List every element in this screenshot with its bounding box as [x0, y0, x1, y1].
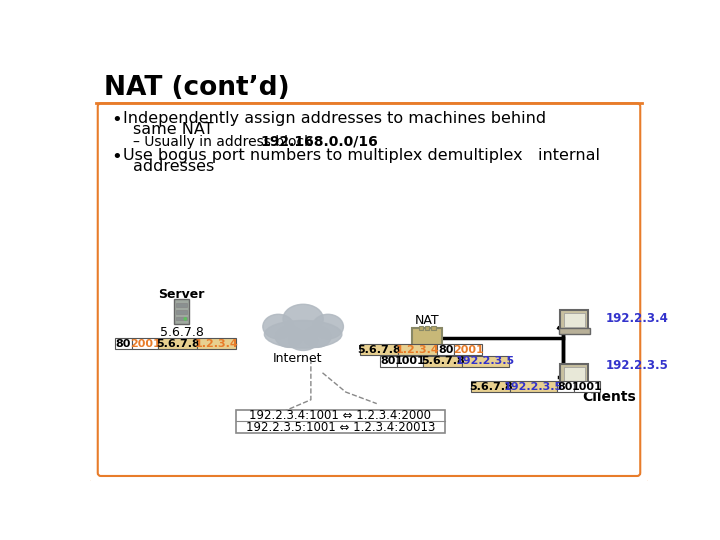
- Circle shape: [184, 318, 186, 320]
- FancyBboxPatch shape: [574, 381, 600, 392]
- Text: 80: 80: [557, 382, 573, 392]
- FancyBboxPatch shape: [431, 326, 436, 330]
- FancyBboxPatch shape: [423, 356, 462, 367]
- FancyBboxPatch shape: [559, 382, 590, 387]
- Text: 1.2.3.4: 1.2.3.4: [194, 339, 238, 348]
- FancyBboxPatch shape: [380, 356, 397, 367]
- FancyBboxPatch shape: [197, 338, 235, 349]
- FancyBboxPatch shape: [418, 326, 423, 330]
- Text: 192.2.3.4:1001 ⇔ 1.2.3.4:2000: 192.2.3.4:1001 ⇔ 1.2.3.4:2000: [249, 409, 431, 422]
- Text: – Usually in address block: – Usually in address block: [132, 135, 316, 149]
- Text: 2001: 2001: [453, 345, 484, 355]
- Text: 5.6.7.8: 5.6.7.8: [469, 382, 513, 392]
- Text: •: •: [112, 111, 122, 129]
- Text: 192.2.3.5: 192.2.3.5: [504, 382, 563, 392]
- FancyBboxPatch shape: [114, 338, 132, 349]
- FancyBboxPatch shape: [176, 309, 187, 314]
- Text: 192.2.3.5:1001 ⇔ 1.2.3.4:20013: 192.2.3.5:1001 ⇔ 1.2.3.4:20013: [246, 421, 435, 434]
- FancyBboxPatch shape: [360, 345, 398, 355]
- Text: 192.2.3.5: 192.2.3.5: [606, 359, 669, 372]
- FancyBboxPatch shape: [98, 103, 640, 476]
- Text: same NAT: same NAT: [132, 122, 213, 137]
- FancyBboxPatch shape: [559, 328, 590, 334]
- FancyBboxPatch shape: [132, 338, 158, 349]
- Text: 80: 80: [116, 339, 131, 348]
- FancyBboxPatch shape: [413, 328, 442, 348]
- Text: Clients: Clients: [582, 390, 636, 404]
- Text: •: •: [112, 148, 122, 166]
- FancyBboxPatch shape: [176, 316, 187, 320]
- FancyBboxPatch shape: [564, 313, 585, 327]
- Text: 80: 80: [438, 345, 454, 355]
- Text: 5.6.7.8: 5.6.7.8: [357, 345, 401, 355]
- FancyBboxPatch shape: [472, 381, 510, 392]
- Text: 192.2.3.5: 192.2.3.5: [456, 356, 515, 366]
- FancyBboxPatch shape: [235, 410, 445, 433]
- Ellipse shape: [275, 326, 303, 347]
- FancyBboxPatch shape: [564, 367, 585, 381]
- Text: 192.2.3.4: 192.2.3.4: [606, 313, 669, 326]
- Ellipse shape: [303, 326, 331, 347]
- Ellipse shape: [312, 314, 343, 339]
- FancyBboxPatch shape: [437, 345, 454, 355]
- FancyBboxPatch shape: [557, 381, 574, 392]
- Text: 192.168.0.0/16: 192.168.0.0/16: [261, 135, 378, 149]
- Text: Use bogus port numbers to multiplex demultiplex   internal: Use bogus port numbers to multiplex demu…: [122, 148, 600, 163]
- FancyBboxPatch shape: [560, 310, 588, 329]
- FancyBboxPatch shape: [510, 381, 557, 392]
- FancyBboxPatch shape: [87, 62, 651, 484]
- Text: 1.2.3.4: 1.2.3.4: [396, 345, 440, 355]
- Ellipse shape: [283, 304, 323, 334]
- FancyBboxPatch shape: [174, 299, 189, 323]
- FancyBboxPatch shape: [560, 364, 588, 383]
- FancyBboxPatch shape: [158, 338, 197, 349]
- Text: Internet: Internet: [273, 353, 323, 366]
- Text: 5.6.7.8: 5.6.7.8: [156, 339, 199, 348]
- FancyBboxPatch shape: [176, 303, 187, 307]
- FancyBboxPatch shape: [425, 326, 429, 330]
- Text: 1001: 1001: [395, 356, 426, 366]
- Text: 5.6.7.8: 5.6.7.8: [160, 326, 203, 339]
- FancyBboxPatch shape: [454, 345, 482, 355]
- Text: 5.6.7.8: 5.6.7.8: [420, 356, 464, 366]
- Text: 80: 80: [381, 356, 396, 366]
- Text: Server: Server: [158, 288, 204, 301]
- FancyBboxPatch shape: [462, 356, 508, 367]
- Ellipse shape: [264, 320, 342, 348]
- Text: Independently assign addresses to machines behind: Independently assign addresses to machin…: [122, 111, 546, 126]
- FancyBboxPatch shape: [398, 345, 437, 355]
- Text: 2001: 2001: [130, 339, 161, 348]
- Ellipse shape: [263, 314, 294, 339]
- Text: NAT (cont’d): NAT (cont’d): [104, 75, 289, 101]
- Text: addresses: addresses: [132, 159, 214, 174]
- Text: NAT: NAT: [415, 314, 439, 327]
- FancyBboxPatch shape: [397, 356, 423, 367]
- Text: 1001: 1001: [572, 382, 602, 392]
- Ellipse shape: [289, 330, 318, 350]
